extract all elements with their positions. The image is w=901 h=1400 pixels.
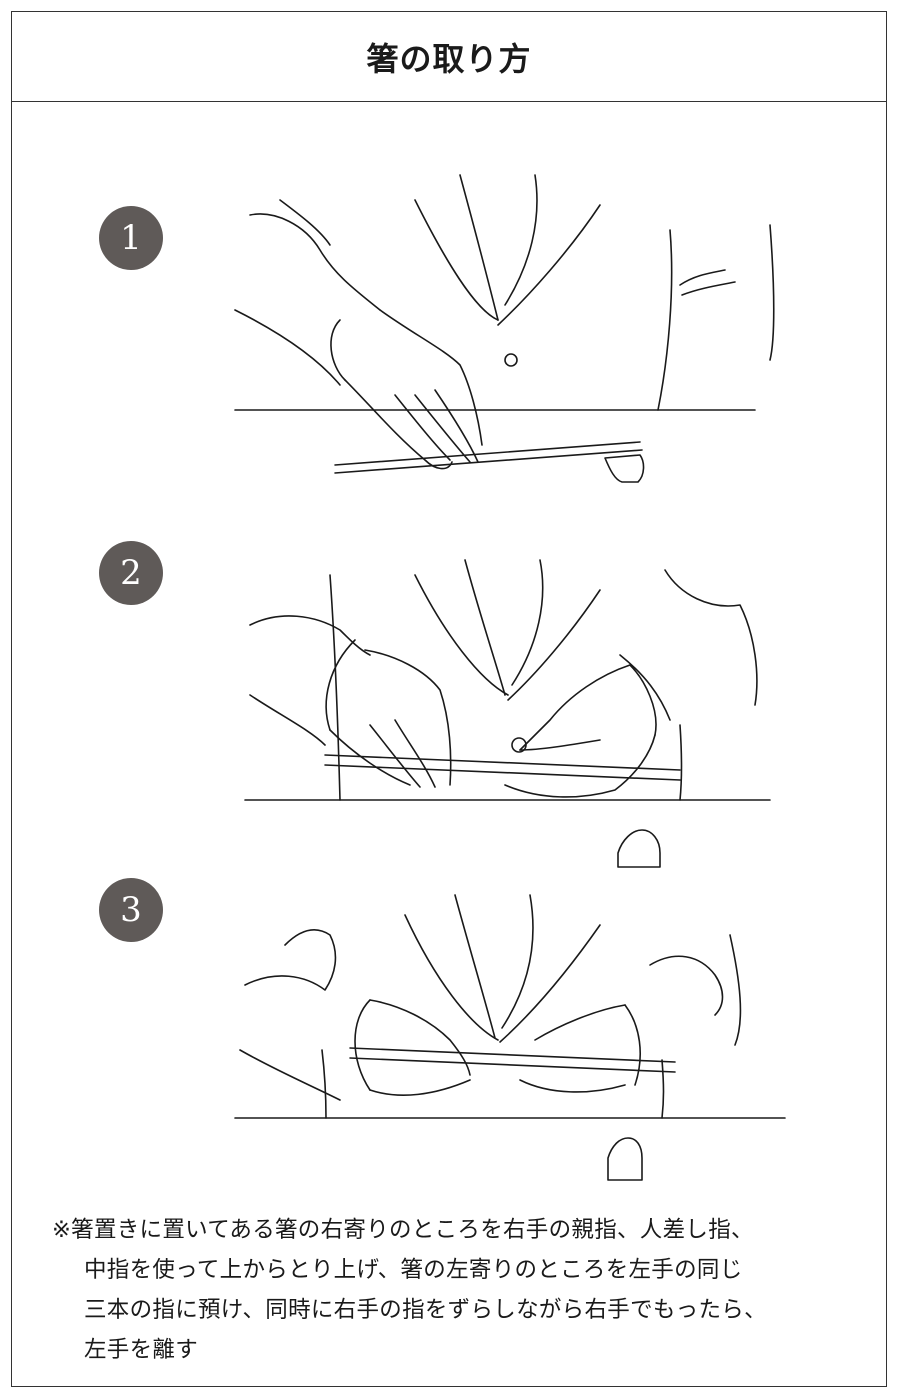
step-3-number: 3 (120, 890, 142, 930)
right-sleeve (665, 570, 757, 705)
left-cuff (355, 1000, 370, 1090)
instruction-note: ※箸置きに置いてある箸の右寄りのところを右手の親指、人差し指、 中指を使って上か… (52, 1210, 862, 1370)
note-line-4: 左手を離す (84, 1337, 199, 1363)
jacket-lapel-center (460, 175, 498, 320)
jacket-body-left (322, 1050, 326, 1118)
jacket-lapel-center (455, 895, 495, 1038)
right-arm-cuff (680, 270, 735, 295)
right-hand-lower (520, 1080, 625, 1092)
note-line-3: 三本の指に預け、同時に右手の指をずらしながら右手でもったら、 (84, 1297, 767, 1323)
diagram-frame: 箸の取り方 (11, 11, 887, 1387)
header: 箸の取り方 (12, 12, 886, 102)
right-sleeve-bottom (620, 655, 670, 720)
step-3-illustration (230, 890, 790, 1200)
jacket-body-right (662, 1060, 664, 1118)
step-3-badge: 3 (99, 878, 163, 942)
fingertips (512, 738, 526, 752)
jacket-lapel-right (508, 590, 600, 700)
step-2-number: 2 (120, 553, 142, 593)
left-cuff (326, 640, 355, 730)
left-hand (370, 1000, 470, 1075)
right-thumb (520, 740, 600, 750)
step-2-badge: 2 (99, 541, 163, 605)
jacket-button (505, 354, 517, 366)
jacket-lapel-left (405, 915, 498, 1040)
left-sleeve-bottom (240, 1050, 340, 1100)
right-hand (520, 665, 630, 750)
finger-lines (395, 390, 478, 462)
right-arm (770, 225, 774, 360)
hand-fingers (345, 380, 452, 469)
jacket-right-side (658, 230, 672, 410)
jacket-lapel-right (498, 205, 600, 325)
step-2-illustration (240, 555, 780, 875)
left-hand-fingers (330, 720, 435, 787)
right-sleeve (650, 956, 723, 1015)
page-title: 箸の取り方 (366, 39, 532, 78)
step-1-number: 1 (120, 218, 142, 258)
sleeve-top (280, 200, 330, 245)
right-hand (535, 1005, 625, 1040)
chopstick-rest (605, 455, 644, 482)
sleeve-cuff (331, 320, 345, 380)
jacket-lapel-left (415, 200, 498, 320)
right-cuff (625, 1005, 640, 1085)
step-1-badge: 1 (99, 206, 163, 270)
right-hand-lower (505, 735, 655, 797)
jacket-collar (512, 560, 543, 685)
step-1-illustration (230, 170, 790, 490)
chopstick-rest (618, 830, 660, 867)
jacket-lapel-center (465, 560, 505, 695)
note-line-2: 中指を使って上からとり上げ、箸の左寄りのところを左手の同じ (84, 1257, 743, 1283)
sleeve-outer (250, 214, 380, 310)
chopsticks (335, 442, 642, 473)
hand-back (380, 310, 482, 445)
left-sleeve (245, 930, 335, 990)
jacket-collar (502, 895, 533, 1028)
left-sleeve (250, 616, 370, 655)
left-sleeve-bottom (250, 695, 325, 745)
jacket-lapel-right (500, 925, 600, 1042)
jacket-body-right (680, 725, 682, 800)
chopstick-rest (608, 1138, 642, 1180)
note-line-1: ※箸置きに置いてある箸の右寄りのところを右手の親指、人差し指、 (52, 1217, 754, 1243)
left-hand (365, 650, 451, 785)
jacket-lapel-left (415, 575, 508, 695)
left-hand-lower (370, 1080, 470, 1095)
jacket-collar (505, 175, 537, 305)
jacket-body-left (330, 575, 340, 800)
chopsticks (350, 1048, 675, 1072)
right-cuff (630, 665, 656, 735)
chopsticks (325, 755, 680, 780)
right-sleeve-outer (730, 935, 740, 1045)
sleeve-bottom (235, 310, 340, 385)
